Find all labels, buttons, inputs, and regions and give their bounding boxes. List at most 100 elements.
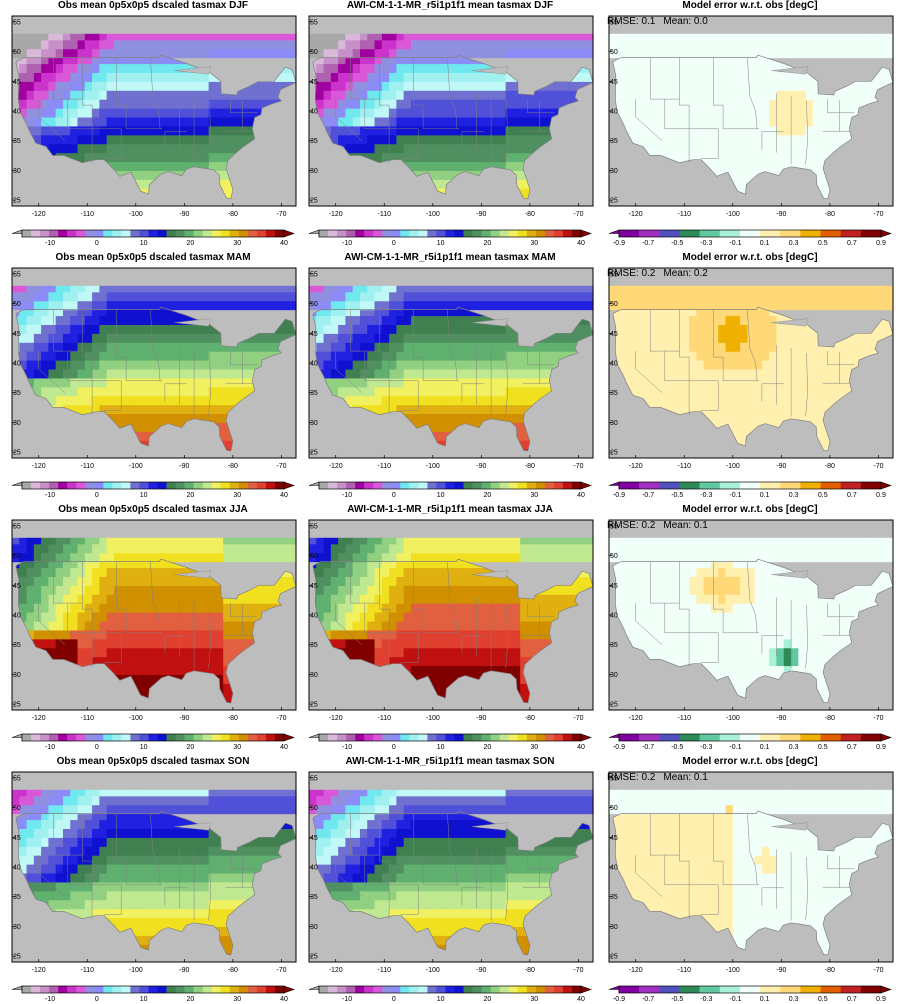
grid-cell <box>136 135 144 145</box>
grid-cell <box>791 49 799 59</box>
lon-tick-label: -90 <box>179 463 189 470</box>
grid-cell <box>129 153 137 163</box>
grid-cell <box>857 34 865 41</box>
colorbar-segment <box>40 482 49 489</box>
grid-cell <box>455 378 463 388</box>
grid-cell <box>411 99 419 109</box>
grid-cell <box>433 161 441 171</box>
grid-cell <box>557 90 565 100</box>
grid-cell <box>549 90 557 100</box>
grid-cell <box>711 34 719 41</box>
grid-cell <box>418 360 426 370</box>
grid-cell <box>513 369 521 379</box>
grid-cell <box>682 49 690 59</box>
grid-cell <box>187 396 195 406</box>
grid-cell <box>107 387 115 397</box>
grid-cell <box>631 90 639 100</box>
grid-cell <box>776 126 784 136</box>
grid-cell <box>476 396 484 406</box>
grid-cell <box>150 161 158 171</box>
grid-cell <box>136 333 144 343</box>
grid-cell <box>382 360 390 370</box>
grid-cell <box>179 360 187 370</box>
grid-cell <box>143 360 151 370</box>
lon-tick-label: -80 <box>228 463 238 470</box>
grid-cell <box>150 153 158 163</box>
grid-cell <box>440 405 448 415</box>
grid-cell <box>726 40 734 50</box>
grid-cell <box>747 117 755 127</box>
colorbar-segment <box>130 482 139 489</box>
grid-cell <box>27 40 35 50</box>
grid-cell <box>187 286 195 293</box>
grid-cell <box>70 387 78 397</box>
grid-cell <box>353 81 361 91</box>
grid-cell <box>158 396 166 406</box>
grid-cell <box>230 34 238 41</box>
rmse-label: RMSE: 0.1 <box>607 16 655 27</box>
grid-cell <box>85 72 93 82</box>
grid-cell <box>353 64 361 74</box>
grid-cell <box>85 301 93 311</box>
grid-cell <box>578 40 586 50</box>
grid-cell <box>136 34 144 41</box>
grid-cell <box>726 64 734 74</box>
grid-cell <box>513 161 521 171</box>
grid-cell <box>41 387 49 397</box>
grid-cell <box>769 135 777 145</box>
grid-cell <box>143 161 151 171</box>
grid-cell <box>260 90 268 100</box>
grid-cell <box>179 144 187 154</box>
grid-cell <box>542 342 550 352</box>
grid-cell <box>418 90 426 100</box>
grid-cell <box>689 126 697 136</box>
grid-cell <box>498 387 506 397</box>
grid-cell <box>136 49 144 59</box>
grid-cell <box>70 81 78 91</box>
grid-cell <box>121 81 129 91</box>
grid-cell <box>172 396 180 406</box>
grid-cell <box>324 90 332 100</box>
grid-cell <box>484 342 492 352</box>
colorbar-tick-label: 30 <box>530 240 538 247</box>
grid-cell <box>34 324 42 334</box>
grid-cell <box>48 342 56 352</box>
grid-cell <box>469 369 477 379</box>
colorbar-tick-label: 10 <box>140 492 148 499</box>
grid-cell <box>542 369 550 379</box>
grid-cell <box>129 90 137 100</box>
grid-cell <box>498 405 506 415</box>
grid-cell <box>78 90 86 100</box>
grid-cell <box>389 117 397 127</box>
grid-cell <box>704 153 712 163</box>
grid-cell <box>433 72 441 82</box>
grid-cell <box>107 153 115 163</box>
grid-cell <box>462 351 470 361</box>
grid-cell <box>78 72 86 82</box>
colorbar-tick-label: -0.1 <box>729 240 741 247</box>
grid-cell <box>136 170 144 180</box>
grid-cell <box>682 135 690 145</box>
colorbar-segment <box>194 230 203 237</box>
grid-cell <box>389 72 397 82</box>
grid-cell <box>129 405 137 415</box>
grid-cell <box>179 405 187 415</box>
grid-cell <box>331 34 339 41</box>
grid-cell <box>63 369 71 379</box>
colorbar-segment <box>337 230 346 237</box>
grid-cell <box>99 72 107 82</box>
grid-cell <box>129 378 137 388</box>
grid-cell <box>187 72 195 82</box>
grid-cell <box>704 99 712 109</box>
grid-cell <box>578 49 586 59</box>
grid-cell <box>689 40 697 50</box>
grid-cell <box>56 90 64 100</box>
grid-cell <box>382 34 390 41</box>
grid-cell <box>704 108 712 118</box>
grid-cell <box>143 396 151 406</box>
grid-cell <box>99 342 107 352</box>
lat-tick-label: 40 <box>13 109 21 116</box>
grid-cell <box>324 64 332 74</box>
grid-cell <box>345 72 353 82</box>
grid-cell <box>150 405 158 415</box>
